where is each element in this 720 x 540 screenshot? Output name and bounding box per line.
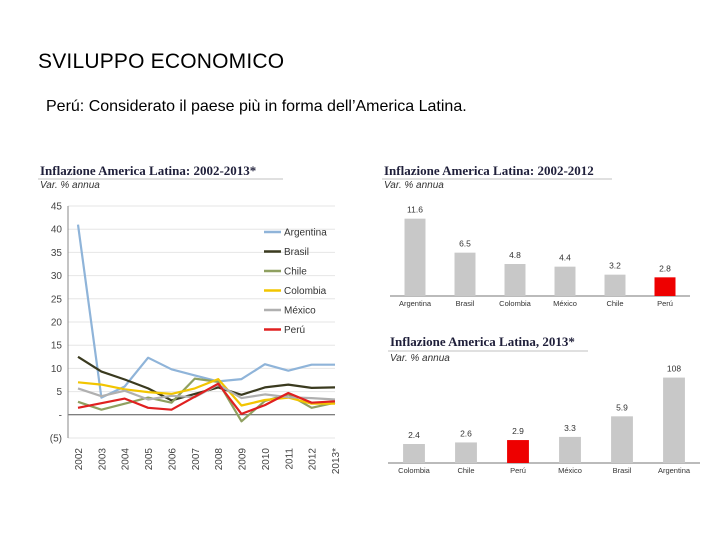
x-tick-label: 2010 bbox=[261, 448, 272, 471]
y-tick-label: 35 bbox=[51, 248, 63, 259]
line-chart-subtitle: Var. % annua bbox=[40, 180, 100, 191]
y-tick-label: 20 bbox=[51, 318, 63, 329]
x-tick-label: 2002 bbox=[74, 448, 85, 471]
y-tick-label: 15 bbox=[51, 341, 63, 352]
y-tick-label: (5) bbox=[50, 434, 62, 445]
bar-value-label: 5.9 bbox=[616, 402, 628, 412]
bar-value-label: 2.6 bbox=[460, 428, 472, 438]
bar-perú bbox=[507, 440, 529, 463]
legend-label-perú: Perú bbox=[284, 325, 305, 336]
bar-category-label: Argentina bbox=[658, 466, 691, 475]
legend-label-méxico: México bbox=[284, 306, 316, 317]
bar-brasil bbox=[454, 252, 476, 296]
slide-subtitle: Perú: Considerato il paese più in forma … bbox=[46, 98, 467, 115]
bar-category-label: Perú bbox=[510, 466, 526, 475]
y-tick-label: 30 bbox=[51, 271, 63, 282]
y-tick-label: 10 bbox=[51, 364, 63, 375]
bar-méxico bbox=[559, 436, 581, 463]
bar-category-label: Perú bbox=[657, 299, 673, 308]
bar-category-label: Brasil bbox=[613, 466, 632, 475]
bar-value-label: 4.4 bbox=[559, 253, 571, 263]
bar-chart-1-bars: 11.6 Argentina 6.5 Brasil 4.8 Colombia 4.4 Méxi… bbox=[390, 205, 690, 308]
bar-chile bbox=[604, 274, 626, 296]
bar-brasil bbox=[611, 416, 633, 463]
bar-chart-1-title: Inflazione America Latina: 2002-2012 bbox=[384, 163, 594, 178]
line-chart-y-axis: 45 40 35 30 25 20 15 10 5 - (5) bbox=[50, 202, 69, 445]
y-tick-label: - bbox=[59, 410, 62, 421]
series-line-colombia bbox=[77, 378, 335, 407]
line-chart-legend: Argentina Brasil Chile Colombia México Perú bbox=[264, 228, 327, 336]
bar-perú bbox=[654, 277, 676, 296]
x-tick-label: 2009 bbox=[238, 448, 249, 471]
bar-chart-2-subtitle: Var. % annua bbox=[390, 353, 450, 364]
line-chart-title: Inflazione America Latina: 2002-2013* bbox=[40, 163, 256, 178]
bar-chart-2-bars: 2.4 Colombia 2.6 Chile 2.9 Perú 3.3 México 5.9 Br… bbox=[388, 364, 700, 475]
bar-chart-2-title: Inflazione America Latina, 2013* bbox=[390, 334, 575, 349]
bar-chart-1-subtitle: Var. % annua bbox=[384, 180, 444, 191]
line-chart: Inflazione America Latina: 2002-2013* Va… bbox=[38, 163, 342, 475]
x-tick-label: 2011 bbox=[284, 448, 295, 470]
bar-value-label: 6.5 bbox=[459, 239, 471, 249]
y-tick-label: 5 bbox=[56, 387, 62, 398]
x-tick-label: 2008 bbox=[214, 448, 225, 471]
legend-label-colombia: Colombia bbox=[284, 286, 327, 297]
y-tick-label: 25 bbox=[51, 294, 63, 305]
bar-category-label: Chile bbox=[606, 299, 623, 308]
line-chart-series bbox=[76, 224, 336, 423]
bar-value-label: 3.2 bbox=[609, 261, 621, 271]
bar-value-label: 2.4 bbox=[408, 430, 420, 440]
bar-value-label: 2.8 bbox=[659, 263, 671, 273]
x-tick-label: 2006 bbox=[167, 448, 178, 471]
bar-value-label: 4.8 bbox=[509, 250, 521, 260]
x-tick-label: 2007 bbox=[191, 448, 202, 471]
bar-argentina bbox=[404, 218, 426, 296]
slide-title: SVILUPPO ECONOMICO bbox=[38, 50, 285, 73]
legend-label-chile: Chile bbox=[284, 267, 307, 278]
legend-label-brasil: Brasil bbox=[284, 247, 309, 258]
bar-value-label: 2.9 bbox=[512, 426, 524, 436]
x-tick-label: 2003 bbox=[97, 448, 108, 471]
bar-argentina bbox=[663, 377, 685, 463]
bar-category-label: México bbox=[558, 466, 582, 475]
y-tick-label: 45 bbox=[51, 202, 63, 213]
y-tick-label: 40 bbox=[51, 225, 63, 236]
bar-chart-2002-2012: Inflazione America Latina: 2002-2012 Var… bbox=[382, 163, 690, 308]
series-line-perú bbox=[77, 382, 336, 415]
bar-value-label: 11.6 bbox=[407, 205, 423, 215]
bar-méxico bbox=[554, 266, 576, 296]
bar-value-label: 108 bbox=[667, 364, 681, 374]
bar-chart-2013: Inflazione America Latina, 2013* Var. % … bbox=[388, 334, 700, 475]
bar-category-label: Brasil bbox=[456, 299, 475, 308]
bar-category-label: Chile bbox=[457, 466, 474, 475]
bar-category-label: Colombia bbox=[398, 466, 431, 475]
bar-value-label: 3.3 bbox=[564, 423, 576, 433]
line-chart-x-axis: 2002 2003 2004 2005 2006 2007 2008 2009 2010 2011… bbox=[74, 448, 342, 475]
bar-chile bbox=[455, 442, 477, 463]
line-chart-gridlines bbox=[68, 205, 335, 439]
bar-category-label: Colombia bbox=[499, 299, 532, 308]
bar-category-label: México bbox=[553, 299, 577, 308]
x-tick-label: 2013* bbox=[331, 448, 342, 474]
bar-colombia bbox=[403, 444, 425, 463]
legend-label-argentina: Argentina bbox=[284, 228, 327, 239]
bar-category-label: Argentina bbox=[399, 299, 432, 308]
x-tick-label: 2004 bbox=[121, 448, 132, 471]
x-tick-label: 2012 bbox=[308, 448, 319, 471]
bar-colombia bbox=[504, 264, 526, 296]
x-tick-label: 2005 bbox=[144, 448, 155, 471]
